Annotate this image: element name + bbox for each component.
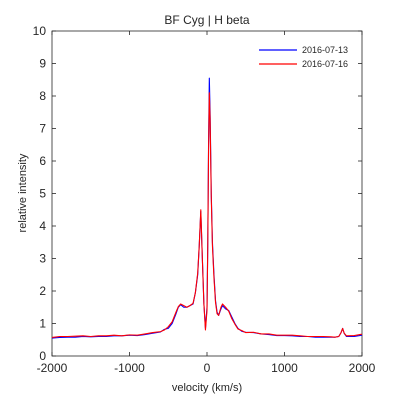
plot-area: -2000 -1000 0 1000 2000 0 1 2 3 4 5 6 7 8 9 10 (33, 24, 376, 375)
legend-label-1: 2016-07-13 (302, 45, 348, 55)
y-tick-label: 3 (39, 252, 46, 266)
legend: 2016-07-13 2016-07-16 (259, 45, 348, 69)
legend-label-2: 2016-07-16 (302, 59, 348, 69)
chart-title: BF Cyg | H beta (164, 13, 249, 27)
y-tick-label: 7 (39, 122, 46, 136)
y-tick-label: 6 (39, 154, 46, 168)
y-tick-label: 2 (39, 284, 46, 298)
y-tick-label: 5 (39, 187, 46, 201)
x-axis-label: velocity (km/s) (172, 382, 242, 394)
y-tick-label: 0 (39, 349, 46, 363)
y-tick-label: 8 (39, 89, 46, 103)
y-axis-label: relative intensity (17, 153, 29, 232)
y-tick-label: 10 (33, 24, 47, 38)
x-tick-label: 0 (204, 361, 211, 375)
x-tick-label: 1000 (271, 361, 298, 375)
x-tick-label: 2000 (349, 361, 376, 375)
x-tick-label: -1000 (114, 361, 145, 375)
y-tick-label: 1 (39, 317, 46, 331)
series-line-2 (52, 92, 362, 339)
y-tick-label: 9 (39, 57, 46, 71)
y-tick-label: 4 (39, 219, 46, 233)
x-tick-label: -2000 (37, 361, 68, 375)
